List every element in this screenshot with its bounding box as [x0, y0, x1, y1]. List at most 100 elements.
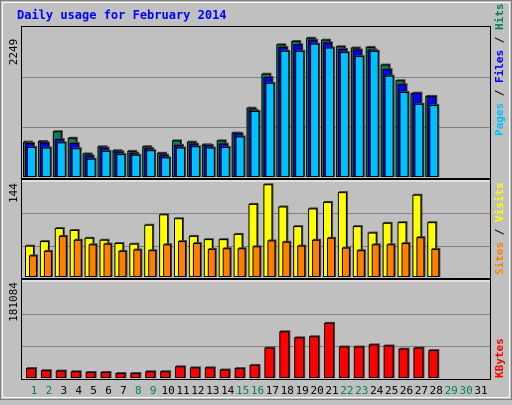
kbytes-bar-day-25 — [383, 345, 394, 379]
sites-bar-day-3 — [58, 235, 67, 277]
sites-bar-day-11 — [178, 241, 186, 278]
x-label-day-31: 31 — [474, 384, 487, 397]
legend-visits: Visits — [493, 182, 506, 222]
pages-bar-day-19 — [295, 50, 305, 177]
sites-bar-day-21 — [327, 237, 335, 277]
kbytes-bar-day-26 — [398, 348, 409, 379]
kbytes-bar-day-9 — [145, 371, 156, 378]
pages-bar-day-23 — [354, 56, 364, 177]
x-label-day-5: 5 — [90, 384, 97, 397]
x-label-day-24: 24 — [370, 384, 384, 397]
kbytes-panel — [21, 279, 491, 380]
legend-top-text: Pages / Files / Hits — [493, 4, 506, 137]
hits-panel-max-label: 2249 — [7, 39, 20, 66]
kbytes-bar-day-13 — [204, 367, 215, 378]
legend-bot-text: KBytes — [493, 338, 506, 378]
pages-bar-day-21 — [325, 47, 334, 178]
kbytes-bar-day-16 — [249, 364, 260, 378]
pages-bar-day-20 — [310, 43, 320, 178]
kbytes-bar-day-5 — [85, 371, 96, 378]
kbytes-bars — [26, 321, 440, 379]
pages-bar-day-22 — [339, 52, 349, 178]
hits-files-pages-bars — [23, 36, 440, 178]
x-label-day-16: 16 — [251, 384, 264, 397]
pages-bar-day-4 — [71, 148, 81, 178]
x-label-day-15: 15 — [236, 384, 249, 397]
kbytes-bar-day-2 — [40, 370, 51, 379]
pages-bar-day-1 — [27, 146, 36, 177]
x-label-day-7: 7 — [120, 384, 127, 397]
frame-highlight — [2, 2, 510, 398]
kbytes-panel-max-label: 181084 — [7, 282, 20, 322]
x-label-day-21: 21 — [325, 384, 338, 397]
kbytes-bar-day-14 — [219, 369, 230, 379]
pages-bar-day-8 — [131, 154, 141, 178]
pages-bar-day-16 — [250, 110, 260, 177]
pages-bar-day-9 — [146, 150, 156, 177]
x-label-day-26: 26 — [400, 384, 413, 397]
sites-bar-day-19 — [297, 245, 306, 278]
sites-bar-day-9 — [148, 250, 157, 278]
visits-sites-bars — [25, 183, 441, 278]
kbytes-bar-day-22 — [338, 346, 349, 378]
legend-files: Files — [493, 50, 506, 83]
sites-bar-day-27 — [416, 237, 425, 277]
kbytes-bar-day-27 — [413, 347, 424, 378]
pages-bar-day-3 — [56, 142, 66, 178]
visits-sites-legend: Sites / Visits — [493, 182, 506, 275]
pages-bar-day-6 — [101, 150, 111, 177]
sites-bar-day-10 — [163, 244, 172, 278]
kbytes-bar-day-28 — [428, 350, 439, 378]
legend-kbytes: KBytes — [493, 338, 506, 378]
x-label-day-17: 17 — [266, 384, 279, 397]
kbytes-bar-day-1 — [26, 368, 36, 378]
hits-files-pages-legend: Pages / Files / Hits — [493, 4, 506, 137]
x-label-day-13: 13 — [206, 384, 219, 397]
pages-bar-day-5 — [86, 158, 96, 177]
pages-bar-day-17 — [265, 82, 275, 177]
x-label-day-22: 22 — [340, 384, 353, 397]
x-label-day-1: 1 — [31, 384, 38, 397]
x-label-day-2: 2 — [46, 384, 53, 397]
x-label-day-19: 19 — [296, 384, 309, 397]
sites-bar-day-16 — [252, 246, 261, 277]
sites-bar-day-2 — [43, 250, 52, 277]
pages-bar-day-12 — [190, 146, 200, 177]
x-label-day-8: 8 — [135, 384, 142, 397]
visits-panel-max-label: 144 — [7, 183, 20, 203]
pages-bar-day-27 — [414, 103, 424, 177]
kbytes-bar-day-8 — [130, 373, 141, 379]
sites-bar-day-5 — [88, 244, 97, 278]
x-label-day-11: 11 — [176, 384, 189, 397]
kbytes-bar-day-7 — [115, 373, 126, 379]
sites-bar-day-6 — [103, 243, 112, 277]
x-label-day-10: 10 — [161, 384, 174, 397]
sites-bar-day-25 — [386, 244, 395, 278]
legend-mid-text: Sites / Visits — [493, 182, 506, 275]
pages-bar-day-24 — [369, 50, 379, 177]
x-label-day-23: 23 — [355, 384, 368, 397]
pages-bar-day-7 — [116, 154, 126, 178]
pages-bar-day-13 — [205, 147, 215, 178]
kbytes-bar-day-12 — [189, 367, 200, 378]
sites-bar-day-12 — [192, 243, 201, 277]
sites-bar-day-18 — [282, 241, 291, 277]
sites-bar-day-15 — [237, 248, 246, 277]
kbytes-bar-day-24 — [368, 344, 379, 378]
pages-bar-day-10 — [161, 157, 171, 177]
kbytes-bar-day-10 — [160, 371, 171, 378]
x-label-day-28: 28 — [430, 384, 443, 397]
legend-pages: Pages — [493, 103, 506, 136]
kbytes-bar-day-17 — [264, 347, 275, 378]
kbytes-bar-day-20 — [309, 336, 320, 378]
x-label-day-29: 29 — [445, 384, 458, 397]
pages-bar-day-28 — [429, 105, 439, 177]
legend-sites: Sites — [493, 242, 506, 275]
sites-bar-day-23 — [356, 250, 365, 278]
x-label-day-4: 4 — [75, 384, 82, 397]
kbytes-legend: KBytes — [493, 338, 506, 378]
pages-bar-day-26 — [399, 92, 409, 177]
x-label-day-9: 9 — [150, 384, 157, 397]
